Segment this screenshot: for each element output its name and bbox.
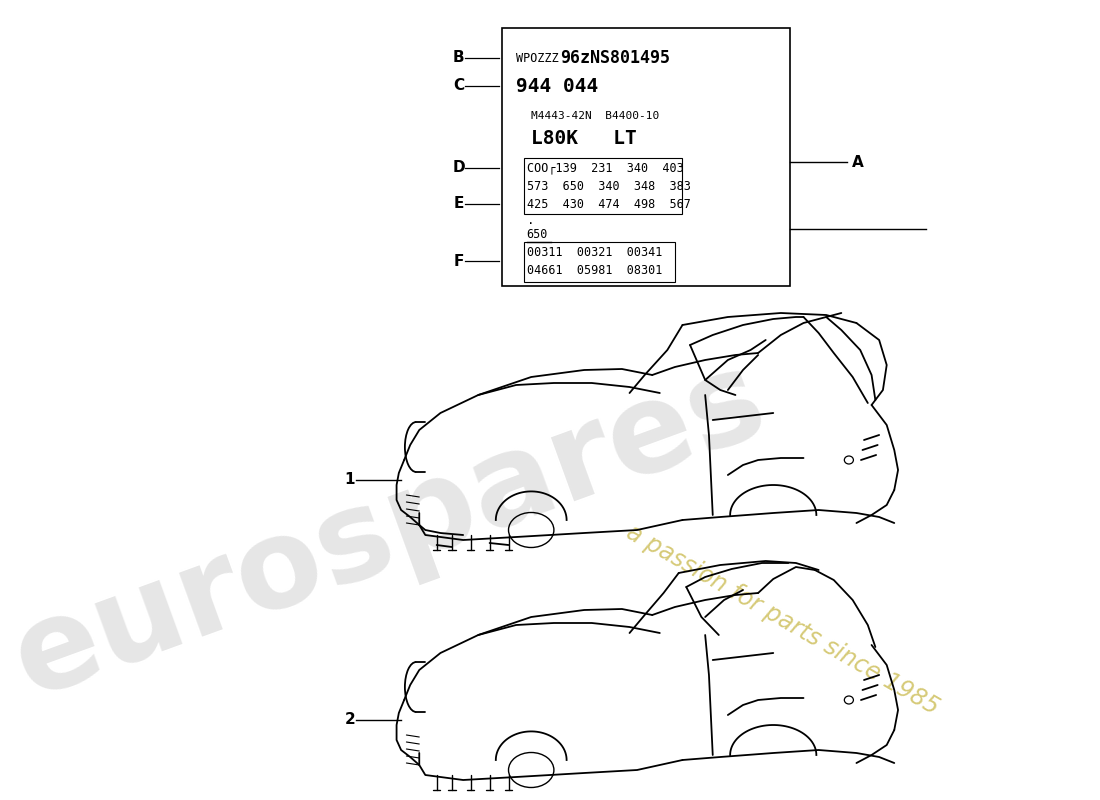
- Text: 2: 2: [344, 713, 355, 727]
- Text: A: A: [851, 154, 864, 170]
- Text: COO┌139  231  340  403: COO┌139 231 340 403: [527, 162, 683, 174]
- Bar: [503, 28, 790, 286]
- Text: F: F: [453, 254, 464, 269]
- Text: D: D: [452, 161, 465, 175]
- Text: 425  430  474  498  567: 425 430 474 498 567: [527, 198, 691, 210]
- Bar: [524, 158, 682, 214]
- Text: C: C: [453, 78, 464, 94]
- Text: 04661  05981  08301: 04661 05981 08301: [527, 263, 662, 277]
- Text: eurospares: eurospares: [0, 338, 781, 722]
- Bar: [524, 242, 675, 282]
- Text: WPOZZZ: WPOZZZ: [516, 51, 566, 65]
- Text: 96zNS801495: 96zNS801495: [560, 49, 670, 67]
- Text: B: B: [453, 50, 464, 66]
- Text: 944 044: 944 044: [516, 77, 598, 95]
- Text: 1: 1: [344, 473, 355, 487]
- Text: L80K   LT: L80K LT: [531, 129, 637, 147]
- Text: 650: 650: [527, 229, 548, 242]
- Text: a passion for parts since 1985: a passion for parts since 1985: [621, 520, 943, 720]
- Text: E: E: [453, 197, 464, 211]
- Text: M4443-42N  B4400-10: M4443-42N B4400-10: [531, 111, 660, 121]
- Text: .: .: [527, 214, 535, 227]
- Text: 573  650  340  348  383: 573 650 340 348 383: [527, 179, 691, 193]
- Text: 00311  00321  00341: 00311 00321 00341: [527, 246, 662, 258]
